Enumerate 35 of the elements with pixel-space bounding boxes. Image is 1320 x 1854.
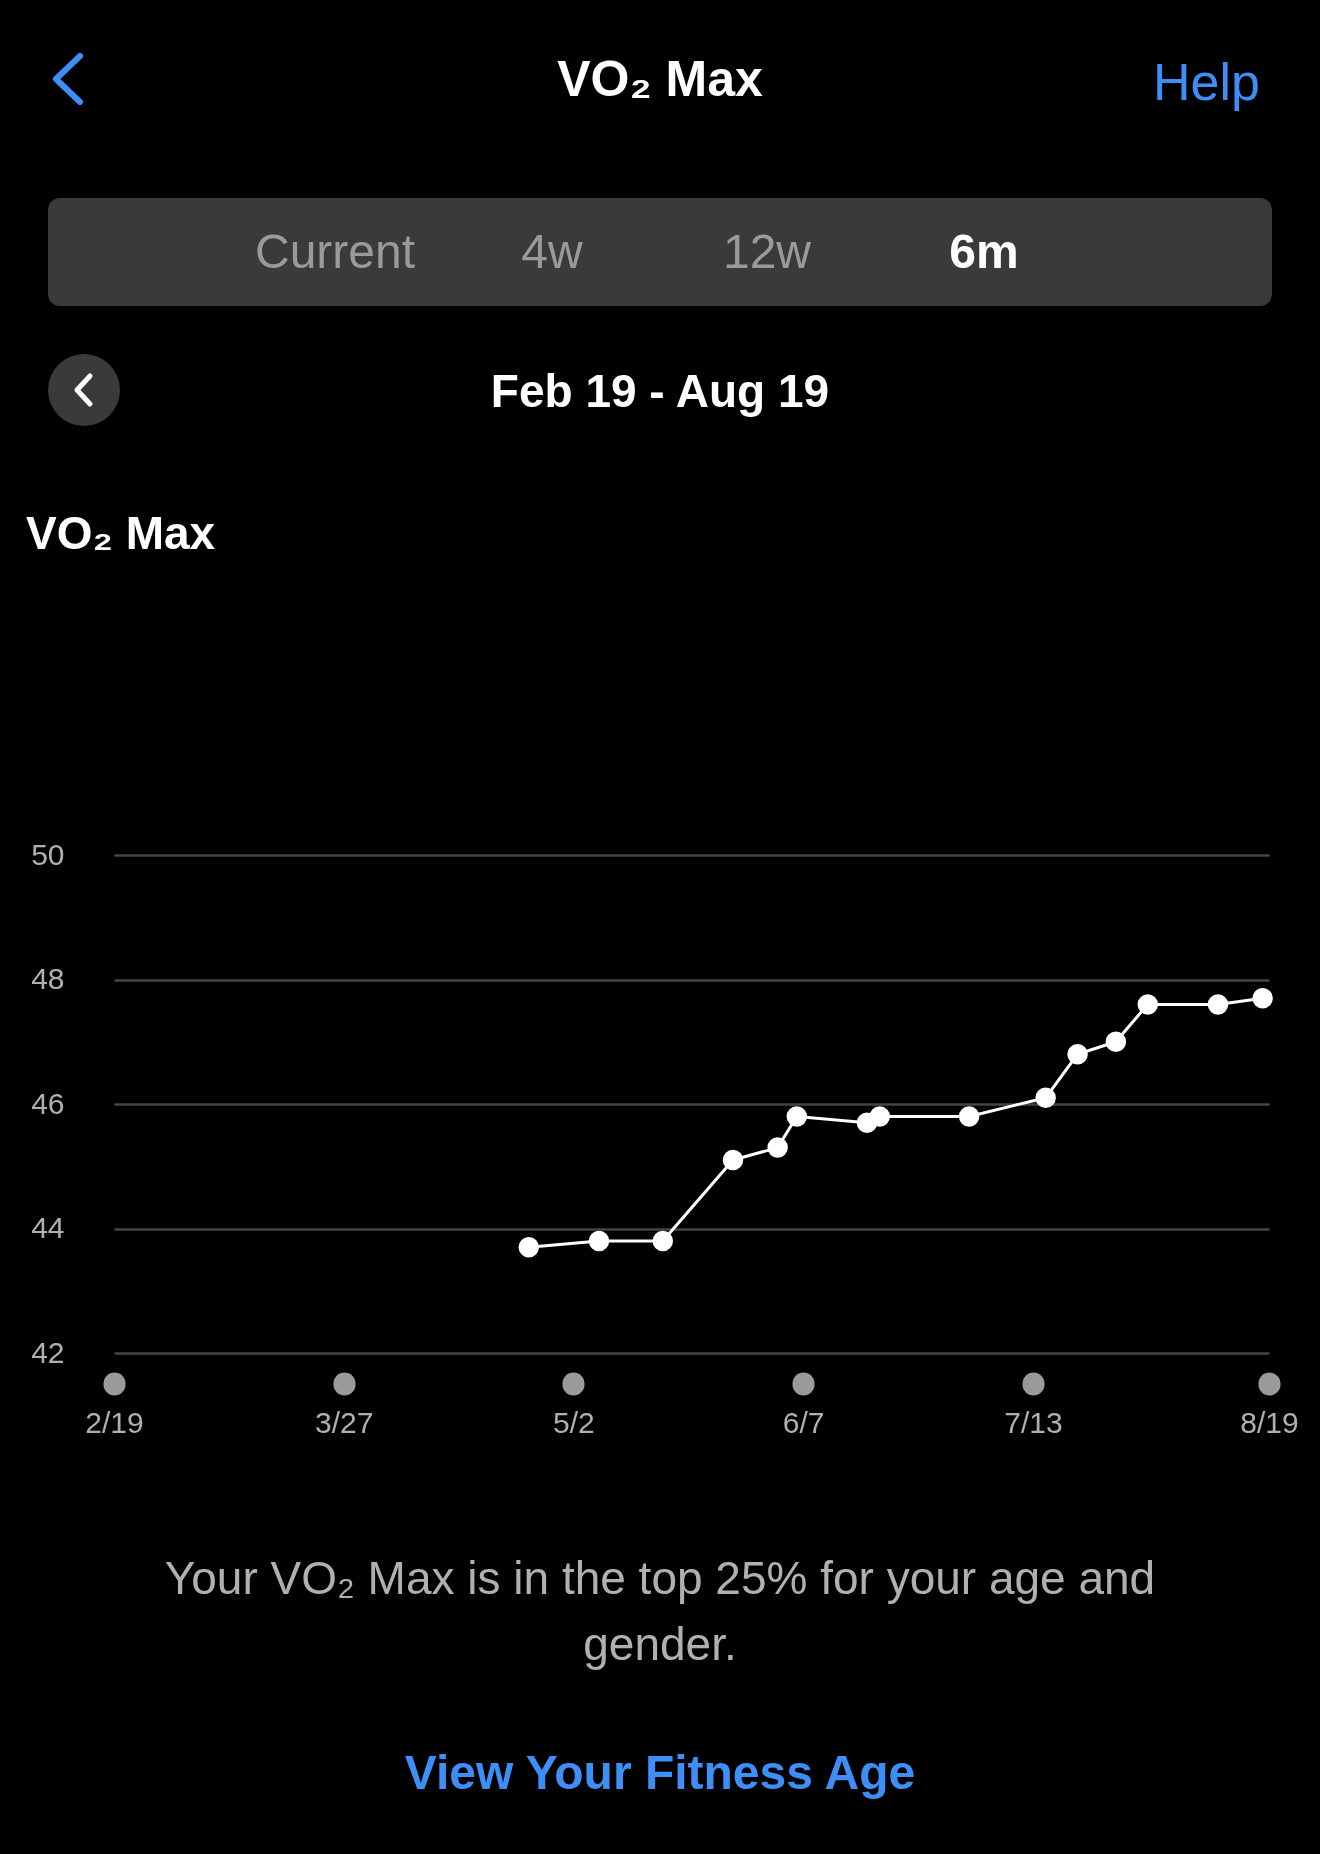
point [722, 1149, 744, 1171]
x-tick-label: 3/27 [315, 1405, 374, 1439]
point [869, 1106, 890, 1127]
text: Your VO₂ Max is in the top 25% for your age and gender. [163, 1551, 1157, 1672]
y-tick-label: 46 [31, 1086, 65, 1120]
point [1067, 1043, 1088, 1065]
point [652, 1230, 674, 1252]
text: VO₂ Max [557, 51, 763, 107]
text: Current [254, 224, 416, 279]
text: 6m [949, 224, 1019, 279]
x-tick-label: 2/19 [85, 1405, 144, 1439]
point [518, 1236, 540, 1258]
y-tick-label: 44 [31, 1211, 65, 1244]
y-tick-label: 50 [31, 837, 65, 871]
point [767, 1137, 788, 1158]
chart-subtitle: Feb 19 - Aug 19 [489, 364, 831, 418]
text: View Your Fitness Age [403, 1745, 917, 1800]
point [1035, 1087, 1056, 1108]
point [588, 1230, 610, 1252]
x-tick-label: 7/13 [1004, 1405, 1063, 1439]
x-tick-label: 8/19 [1240, 1405, 1299, 1439]
x-tick-label: 6/7 [782, 1405, 825, 1439]
point [1252, 987, 1273, 1009]
text: 12w [722, 224, 812, 279]
text: 4w [521, 224, 583, 279]
point [1137, 994, 1158, 1015]
y-tick-label: 48 [31, 962, 65, 995]
y-tick-label: 42 [31, 1335, 65, 1369]
point [958, 1106, 980, 1127]
point [1207, 994, 1229, 1015]
x-tick-label: 5/2 [553, 1405, 595, 1439]
text: Help [1153, 52, 1260, 112]
point [786, 1106, 808, 1127]
point [1105, 1031, 1127, 1052]
chart-title: VO₂ Max [26, 506, 216, 560]
